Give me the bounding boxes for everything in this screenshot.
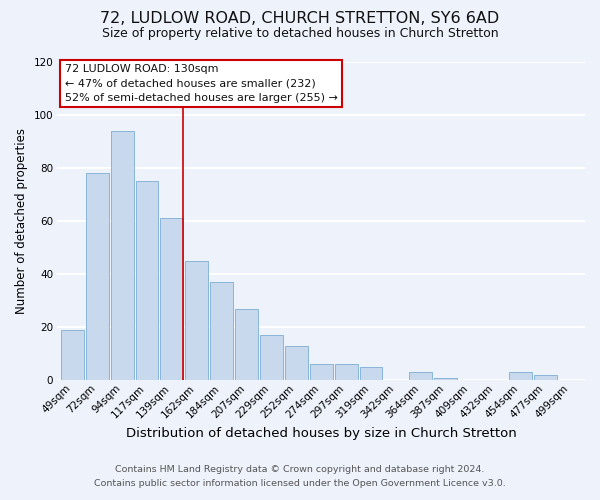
Bar [335, 364, 358, 380]
Bar [160, 218, 184, 380]
Text: 72 LUDLOW ROAD: 130sqm
← 47% of detached houses are smaller (232)
52% of semi-de: 72 LUDLOW ROAD: 130sqm ← 47% of detached… [65, 64, 338, 103]
Bar [111, 130, 134, 380]
Bar [359, 367, 382, 380]
Bar [434, 378, 457, 380]
Y-axis label: Number of detached properties: Number of detached properties [15, 128, 28, 314]
Bar [509, 372, 532, 380]
Bar [61, 330, 84, 380]
Bar [285, 346, 308, 380]
Bar [260, 335, 283, 380]
Bar [210, 282, 233, 380]
Bar [534, 375, 557, 380]
Bar [235, 308, 258, 380]
Bar [310, 364, 332, 380]
Text: Contains HM Land Registry data © Crown copyright and database right 2024.
Contai: Contains HM Land Registry data © Crown c… [94, 466, 506, 487]
Bar [185, 261, 208, 380]
Text: 72, LUDLOW ROAD, CHURCH STRETTON, SY6 6AD: 72, LUDLOW ROAD, CHURCH STRETTON, SY6 6A… [100, 11, 500, 26]
Bar [409, 372, 432, 380]
X-axis label: Distribution of detached houses by size in Church Stretton: Distribution of detached houses by size … [126, 427, 517, 440]
Text: Size of property relative to detached houses in Church Stretton: Size of property relative to detached ho… [101, 27, 499, 40]
Bar [136, 181, 158, 380]
Bar [86, 173, 109, 380]
